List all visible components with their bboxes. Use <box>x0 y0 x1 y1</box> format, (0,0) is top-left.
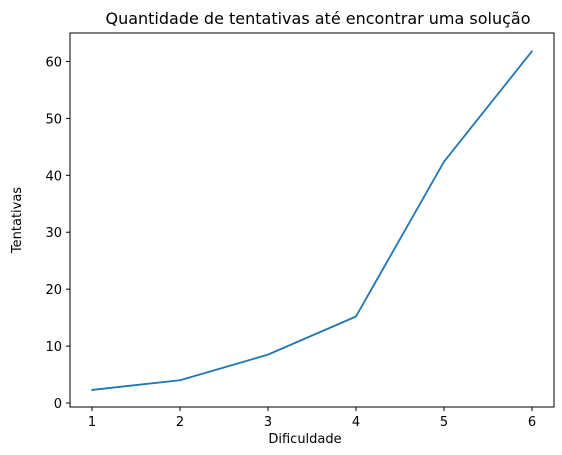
y-tick-label: 40 <box>45 169 62 184</box>
data-point <box>355 315 357 318</box>
y-tick-label: 30 <box>45 226 62 241</box>
x-axis: 1 2 3 4 5 6 <box>88 407 536 430</box>
x-axis-label: Dificuldade <box>268 432 341 447</box>
x-tick-label: 2 <box>176 415 184 430</box>
x-tick-label: 6 <box>528 415 536 430</box>
x-tick-label: 3 <box>264 415 272 430</box>
y-tick-label: 60 <box>45 55 62 70</box>
plot-area <box>69 32 555 408</box>
x-tick-label: 1 <box>88 415 96 430</box>
y-tick-label: 0 <box>54 397 62 412</box>
x-tick-label: 5 <box>440 415 448 430</box>
data-point <box>179 379 181 382</box>
series-line <box>91 50 533 391</box>
data-point <box>267 353 269 356</box>
y-axis: 0 10 20 30 40 50 60 <box>45 55 70 412</box>
series-layer <box>91 50 533 391</box>
chart-title: Quantidade de tentativas até encontrar u… <box>105 9 530 28</box>
y-tick-label: 50 <box>45 112 62 127</box>
y-axis-label: Tentativas <box>10 187 25 254</box>
data-point <box>531 50 533 53</box>
data-point <box>91 389 93 391</box>
y-tick-label: 10 <box>45 340 62 355</box>
x-tick-label: 4 <box>352 415 360 430</box>
data-point <box>443 160 445 163</box>
y-tick-label: 20 <box>45 283 62 298</box>
